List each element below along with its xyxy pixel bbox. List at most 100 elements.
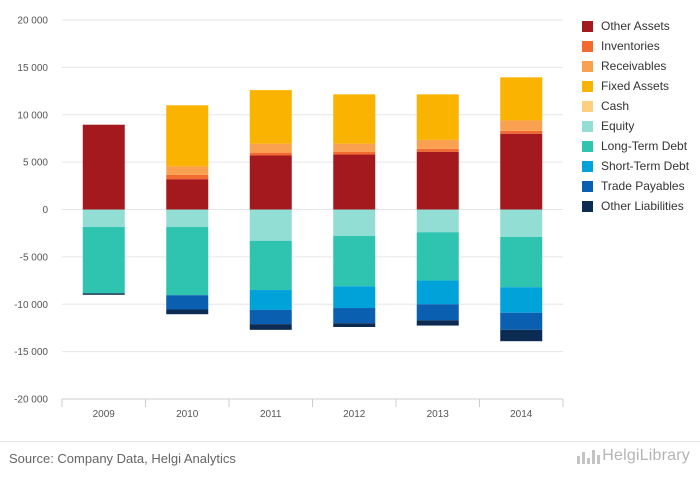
chart-logo-icon [577,450,601,464]
bar-segment [416,94,459,140]
legend-label: Receivables [601,59,667,73]
legend-swatch [582,160,593,172]
bar-segment [249,240,292,291]
legend-item[interactable]: Other Liabilities [582,196,689,216]
bar-segment [82,293,125,295]
legend-swatch [582,120,593,132]
y-tick-label: 10 000 [17,110,48,121]
legend-label: Inventories [601,39,660,53]
bar-segment [82,209,125,228]
legend-item[interactable]: Short-Term Debt [582,156,689,176]
legend-item[interactable]: Inventories [582,36,689,56]
bar-segment [500,130,543,134]
bar-segment [500,329,543,342]
legend-label: Short-Term Debt [601,159,690,173]
bar-segment [249,143,292,153]
x-tick-label: 2014 [510,409,533,420]
bar-segment [166,166,209,175]
x-axis-tick-labels: 2009 2010 2011 2012 2013 2014 [93,409,533,420]
bar-segment [416,139,459,149]
bar-segment [416,151,459,210]
legend-swatch [582,100,593,112]
bar-segment [166,179,209,210]
y-tick-label: -15 000 [14,347,48,358]
bar-segment [249,309,292,325]
legend-label: Fixed Assets [601,79,670,93]
legend-swatch [582,40,593,52]
x-tick-label: 2012 [343,409,366,420]
y-tick-label: -5 000 [20,252,49,263]
bar-segment [416,209,459,233]
bar-segment [333,151,376,155]
y-tick-label: 0 [42,205,48,216]
legend-item[interactable]: Other Assets [582,16,689,36]
x-tick-label: 2011 [260,409,282,420]
bar-segment [500,133,543,210]
legend: Other Assets Inventories Receivables Fixed … [582,16,689,216]
bar-segment [500,287,543,313]
bar-segment [82,124,125,210]
legend-swatch [582,80,593,92]
bar-segment [166,227,209,296]
legend-swatch [582,140,593,152]
chart: 20 000 15 000 10 000 5 000 0 -5 000 -10 000 -15… [14,16,564,420]
y-tick-label: 15 000 [17,63,48,74]
legend-swatch [582,60,593,72]
x-tick-label: 2010 [176,409,199,420]
x-tick-label: 2009 [93,409,116,420]
bar-segment [500,312,543,330]
bar-segment [416,148,459,152]
y-axis-tick-labels: 20 000 15 000 10 000 5 000 0 -5 000 -10 000 -15… [14,16,48,406]
legend-item[interactable]: Cash [582,96,689,116]
bar-segment [166,174,209,180]
bar-segment [166,209,209,228]
bar-segment [500,77,543,121]
footer-divider [0,441,700,442]
bar-segment [416,280,459,305]
source-note: Source: Company Data, Helgi Analytics [9,451,236,466]
y-tick-label: -20 000 [14,395,48,406]
legend-item[interactable]: Receivables [582,56,689,76]
bar-segment [333,236,376,287]
bar-segment [500,120,543,131]
legend-item[interactable]: Trade Payables [582,176,689,196]
bar-segment [500,209,543,237]
brand-logo: HelgiLibrary [576,447,690,465]
legend-item[interactable]: Equity [582,116,689,136]
bar-segment [333,286,376,309]
bar-segment [249,209,292,241]
y-tick-label: 20 000 [17,16,48,27]
legend-label: Long-Term Debt [601,139,688,153]
bar-segment [500,236,543,288]
legend-label: Cash [601,99,630,113]
legend-item[interactable]: Long-Term Debt [582,136,689,156]
bar-segment [166,295,209,310]
legend-swatch [582,180,593,192]
bar-segment [249,290,292,310]
bar-segment [416,304,459,321]
bar-segment [333,209,376,237]
bar-segment [333,94,376,144]
legend-item[interactable]: Fixed Assets [582,76,689,96]
legend-label: Other Liabilities [601,199,684,213]
bar-segment [416,232,459,281]
bar-segment [166,309,209,315]
bar-segment [333,154,376,210]
bar-segment [333,323,376,327]
bar-segment [249,155,292,210]
bars [82,77,543,342]
y-tick-label: -10 000 [14,300,48,311]
bar-segment [333,143,376,152]
legend-swatch [582,200,593,212]
legend-label: Equity [601,119,635,133]
x-axis [61,398,564,407]
legend-label: Other Assets [601,19,670,33]
bar-segment [249,324,292,330]
logo-text: HelgiLibrary [602,447,690,464]
bar-segment [249,152,292,156]
bar-segment [333,308,376,324]
bar-segment [166,105,209,167]
y-tick-label: 5 000 [23,158,48,169]
bar-segment [249,90,292,144]
legend-swatch [582,20,593,32]
